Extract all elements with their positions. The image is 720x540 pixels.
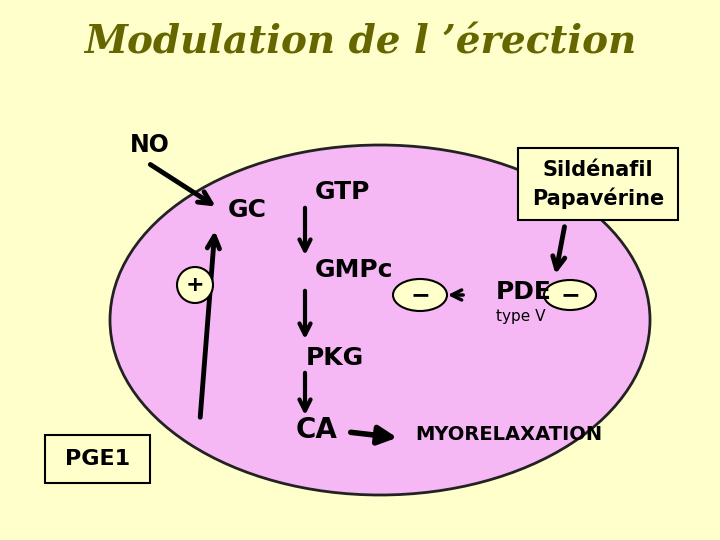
Text: GTP: GTP [315,180,370,204]
Text: CA: CA [296,416,338,444]
Text: GMPc: GMPc [315,258,394,282]
Text: −: − [560,283,580,307]
Text: PKG: PKG [306,346,364,370]
Text: PDE: PDE [496,280,552,304]
Text: MYORELAXATION: MYORELAXATION [415,426,602,444]
Text: +: + [186,275,204,295]
Text: Modulation de l ’érection: Modulation de l ’érection [84,23,636,61]
Text: Sildénafil: Sildénafil [543,160,653,180]
Ellipse shape [393,279,447,311]
Circle shape [177,267,213,303]
FancyBboxPatch shape [518,148,678,220]
Text: GC: GC [228,198,267,222]
Ellipse shape [110,145,650,495]
Text: NO: NO [130,133,170,157]
Text: Papavérine: Papavérine [532,187,664,209]
Text: type V: type V [496,309,546,325]
Ellipse shape [544,280,596,310]
Text: PGE1: PGE1 [65,449,130,469]
FancyBboxPatch shape [45,435,150,483]
Text: −: − [410,283,430,307]
